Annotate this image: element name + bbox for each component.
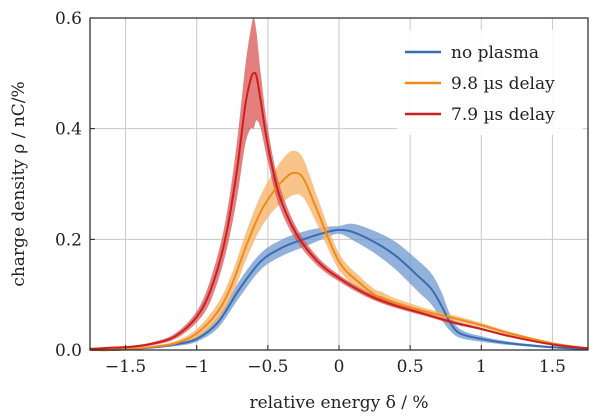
band-2 (90, 17, 588, 350)
x-tick-label: −0.5 (247, 357, 288, 377)
legend: no plasma 9.8 µs delay 7.9 µs delay (397, 30, 583, 135)
x-tick-label: 0 (334, 357, 345, 377)
series-line-2 (89, 71, 589, 350)
y-tick-label: 0.0 (55, 341, 82, 361)
x-tick-label: −1.5 (105, 357, 146, 377)
x-tick-label: −1 (184, 357, 209, 377)
x-tick-label: 1 (476, 357, 487, 377)
legend-label: no plasma (451, 43, 539, 63)
x-tick-label: 1.5 (539, 357, 566, 377)
legend-label: 7.9 µs delay (451, 105, 555, 125)
x-axis-label: relative energy δ / % (249, 393, 428, 413)
y-axis-label: charge density ρ / nC/% (9, 81, 29, 286)
series-line-1 (89, 171, 589, 352)
x-ticks: −1.5 −1 −0.5 0 0.5 1 1.5 (105, 345, 566, 377)
series-line-0 (89, 228, 589, 352)
y-ticks: 0.0 0.2 0.4 0.6 (55, 9, 95, 361)
y-tick-label: 0.4 (55, 120, 82, 140)
uncertainty-bands (90, 17, 588, 351)
series-lines (89, 71, 589, 352)
x-tick-label: 0.5 (397, 357, 424, 377)
y-tick-label: 0.6 (55, 9, 82, 29)
y-tick-label: 0.2 (55, 230, 82, 250)
legend-label: 9.8 µs delay (451, 74, 555, 94)
